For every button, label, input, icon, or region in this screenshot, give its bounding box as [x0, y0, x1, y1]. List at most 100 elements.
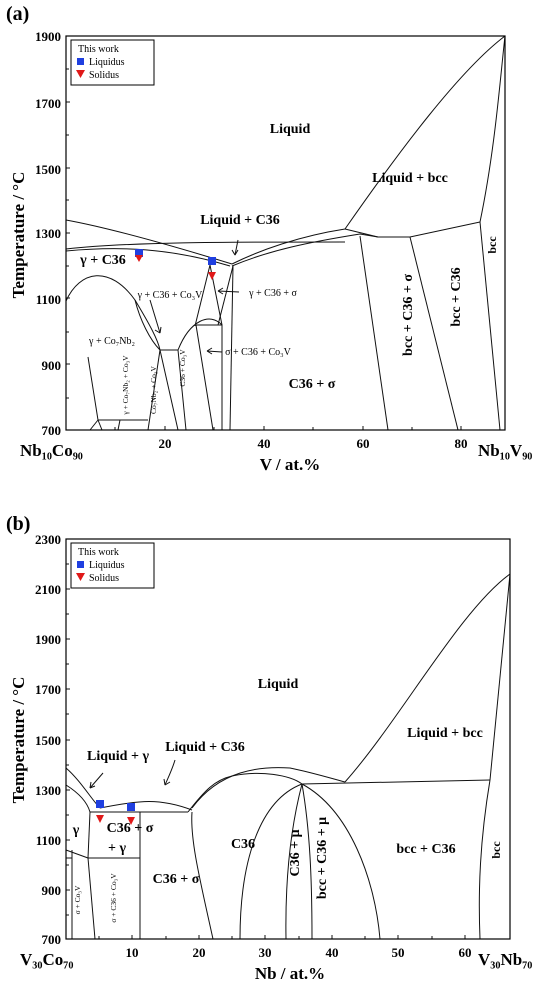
panel-b-legend-title: This work	[78, 547, 119, 558]
panel-a-data-points	[135, 249, 216, 280]
region-label: C36 + μ	[288, 829, 303, 876]
panel-a-x-tick: 60	[357, 436, 370, 451]
panel-b-x-tick: 60	[459, 945, 472, 960]
region-label: γ + C36 + σ	[248, 288, 297, 299]
solidus-marker-icon	[76, 70, 85, 78]
panel-a-x-tick: 80	[455, 436, 468, 451]
panel-b-left-end-label: V₃₀Co₇₀	[20, 950, 73, 969]
panel-b-arrows	[89, 759, 176, 789]
solidus-point	[135, 255, 143, 262]
region-label: C36 + σ	[289, 377, 336, 392]
panel-b-y-tick: 900	[42, 883, 62, 898]
panel-a-y-tick: 1900	[35, 29, 61, 44]
region-label: γ + Co₇Nb₂	[88, 336, 135, 347]
liquidus-point	[127, 803, 135, 811]
region-label: Liquid + γ	[87, 749, 149, 764]
region-label: γ + C36	[79, 253, 126, 268]
region-label: σ + C36 + Co₃V	[109, 873, 118, 923]
region-label: Liquid	[270, 122, 311, 137]
panel-a-x-tick: 40	[258, 436, 271, 451]
panel-a-right-end-label: Nb₁₀V₉₀	[478, 441, 532, 460]
region-label: Liquid + bcc	[407, 726, 483, 741]
region-label: bcc + C36 + μ	[315, 817, 330, 899]
panel-a-y-axis-label: Temperature / °C	[9, 172, 28, 299]
panel-b-tick-marks	[66, 538, 466, 939]
liquidus-marker-icon	[77, 561, 84, 568]
region-label: Liquid + C36	[200, 213, 280, 228]
panel-b-y-tick: 1700	[35, 682, 61, 697]
panel-a-tick-marks	[66, 35, 462, 430]
panel-b-y-tick: 1300	[35, 783, 61, 798]
region-label: Liquid	[258, 677, 299, 692]
solidus-point	[96, 815, 104, 823]
panel-b-data-points	[96, 800, 135, 825]
panel-a-y-tick: 700	[42, 423, 62, 438]
liquidus-point	[135, 249, 143, 257]
panel-a-frame	[65, 35, 506, 431]
panel-a-y-ticks: 1900 1700 1500 1300 1100 900 700	[35, 29, 61, 438]
panel-b-y-tick: 1100	[36, 833, 61, 848]
panel-b-x-tick: 20	[193, 945, 206, 960]
solidus-point	[127, 817, 135, 825]
region-label: σ + Co₃V	[73, 885, 82, 914]
panel-b-y-ticks: 2300 2100 1900 1700 1500 1300 1100 900 7…	[35, 532, 61, 947]
panel-a-x-tick: 20	[159, 436, 172, 451]
panel-b-y-tick: 2300	[35, 532, 61, 547]
solidus-point	[208, 272, 216, 280]
region-label: bcc + C36	[449, 267, 464, 326]
region-label: C36	[231, 837, 255, 852]
panel-b-frame	[65, 538, 511, 940]
panel-b-legend-solidus: Solidus	[89, 573, 119, 584]
panel-a-left-end-label: Nb₁₀Co₉₀	[20, 441, 83, 460]
region-label: C36 + σ	[153, 872, 200, 887]
panel-a-label: (a)	[6, 3, 29, 25]
region-label: bcc + C36 + σ	[401, 274, 416, 356]
region-label: γ + Co₇Nb₂ + Co₃V	[121, 355, 130, 416]
region-label: σ + C36 + Co₃V	[225, 347, 291, 358]
panel-b-y-tick: 700	[42, 932, 62, 947]
region-label: γ + C36 + Co₃V	[137, 290, 204, 301]
region-label: C36 + σ	[107, 821, 154, 836]
panel-a-legend-liquidus: Liquidus	[89, 57, 125, 68]
panel-b-region-labels: Liquid Liquid + γ Liquid + C36 Liquid + …	[72, 677, 503, 923]
region-label: + γ	[108, 841, 126, 856]
panel-a-legend: This work Liquidus Solidus	[70, 39, 155, 86]
region-label: Co₇Nb₂ + Co₃V	[149, 365, 158, 413]
region-label: C36 + Co₃V	[178, 349, 187, 387]
panel-a-legend-solidus: Solidus	[89, 70, 119, 81]
panel-b-y-tick: 1500	[35, 733, 61, 748]
liquidus-marker-icon	[77, 58, 84, 65]
panel-a-y-tick: 1300	[35, 226, 61, 241]
panel-b-x-tick: 30	[259, 945, 272, 960]
panel-a: (a) Temperature / °C 1900 1700 1500 1300…	[6, 3, 532, 474]
region-label: bcc + C36	[396, 842, 455, 857]
liquidus-point	[208, 257, 216, 265]
panel-b-legend: This work Liquidus Solidus	[70, 542, 155, 589]
panel-b: (b) Temperature / °C 2300 2100 1900 1700…	[6, 513, 532, 983]
panel-b-y-axis-label: Temperature / °C	[9, 677, 28, 804]
panel-b-y-tick: 2100	[35, 582, 61, 597]
panel-a-y-tick: 1700	[35, 96, 61, 111]
panel-a-x-axis-label: V / at.%	[260, 455, 321, 474]
panel-a-region-labels: Liquid Liquid + bcc Liquid + C36 γ + C36…	[79, 122, 499, 416]
region-label: bcc	[485, 236, 499, 254]
panel-b-x-tick: 40	[326, 945, 339, 960]
panel-a-legend-title: This work	[78, 44, 119, 55]
panel-b-x-tick: 10	[126, 945, 139, 960]
panel-a-phase-boundaries	[65, 35, 506, 431]
panel-b-label: (b)	[6, 513, 30, 535]
panel-a-arrows	[149, 239, 240, 355]
region-label: bcc	[489, 841, 503, 859]
region-label: γ	[72, 823, 80, 838]
panel-a-y-tick: 1100	[36, 292, 61, 307]
panel-b-x-axis-label: Nb / at.%	[255, 964, 325, 983]
panel-b-y-tick: 1900	[35, 632, 61, 647]
liquidus-point	[96, 800, 104, 808]
region-label: Liquid + C36	[165, 740, 245, 755]
region-label: Liquid + bcc	[372, 171, 448, 186]
panel-a-y-tick: 1500	[35, 162, 61, 177]
solidus-marker-icon	[76, 573, 85, 581]
panel-b-x-tick: 50	[392, 945, 405, 960]
panel-a-y-tick: 900	[42, 358, 62, 373]
